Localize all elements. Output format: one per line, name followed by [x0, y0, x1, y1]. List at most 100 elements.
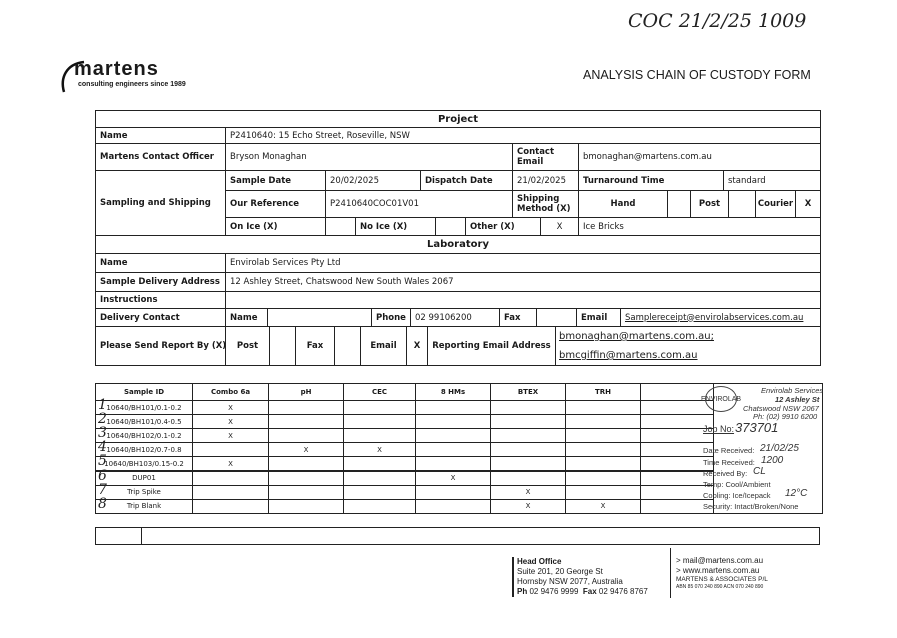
analysis-checkbox[interactable]: X — [343, 442, 416, 458]
analysis-checkbox[interactable]: X — [192, 428, 269, 444]
contact-name-field[interactable] — [267, 308, 372, 327]
dispatch-date-value[interactable]: 21/02/2025 — [512, 170, 579, 191]
our-reference-label: Our Reference — [225, 190, 326, 218]
analysis-checkbox[interactable] — [565, 484, 641, 500]
analysis-checkbox[interactable] — [268, 400, 344, 416]
report-fax-checkbox[interactable] — [334, 326, 361, 366]
report-email-checkbox[interactable]: X — [406, 326, 428, 366]
analysis-checkbox[interactable] — [268, 428, 344, 444]
analysis-checkbox[interactable] — [415, 456, 491, 472]
analysis-checkbox[interactable] — [565, 400, 641, 416]
analysis-checkbox[interactable] — [268, 484, 344, 500]
analysis-checkbox[interactable]: X — [192, 400, 269, 416]
analysis-checkbox[interactable] — [415, 400, 491, 416]
reporting-email-2[interactable]: bmcgiffin@martens.com.au — [559, 350, 698, 361]
office-line: Suite 201, 20 George St — [517, 567, 603, 576]
analysis-checkbox[interactable] — [490, 400, 566, 416]
analysis-checkbox[interactable] — [490, 442, 566, 458]
turnaround-value[interactable]: standard — [723, 170, 821, 191]
analysis-checkbox[interactable] — [415, 428, 491, 444]
analysis-checkbox[interactable] — [490, 414, 566, 430]
analysis-checkbox[interactable]: X — [268, 442, 344, 458]
analysis-checkbox[interactable]: X — [490, 484, 566, 500]
mail-link[interactable]: > mail@martens.com.au — [676, 556, 764, 565]
handwritten-coc-note: COC 21/2/25 1009 — [628, 10, 807, 32]
analysis-checkbox[interactable] — [565, 428, 641, 444]
analysis-checkbox[interactable] — [343, 498, 416, 514]
stamp-job-label: Job No: — [703, 424, 735, 434]
analysis-checkbox[interactable] — [415, 414, 491, 430]
analysis-checkbox[interactable] — [490, 428, 566, 444]
analysis-checkbox[interactable]: X — [192, 456, 269, 472]
phone-value[interactable]: 02 99106200 — [410, 308, 500, 327]
sampling-shipping-label: Sampling and Shipping — [95, 170, 226, 236]
analysis-checkbox[interactable]: X — [192, 414, 269, 430]
other-checkbox[interactable]: X — [540, 217, 579, 236]
analysis-checkbox[interactable] — [192, 470, 269, 486]
reporting-email-label: Reporting Email Address — [427, 326, 556, 366]
analysis-checkbox[interactable] — [343, 428, 416, 444]
analysis-checkbox[interactable] — [343, 456, 416, 472]
analysis-checkbox[interactable] — [490, 470, 566, 486]
signature-box[interactable] — [95, 527, 820, 545]
contact-email-value[interactable]: bmonaghan@martens.com.au — [578, 143, 821, 171]
contact-block: > mail@martens.com.au > www.martens.com.… — [670, 548, 768, 598]
analysis-checkbox[interactable] — [268, 456, 344, 472]
delivery-address-value[interactable]: 12 Ashley Street, Chatswood New South Wa… — [225, 272, 821, 292]
no-ice-checkbox[interactable] — [435, 217, 466, 236]
analysis-checkbox[interactable] — [192, 498, 269, 514]
abn-acn: ABN 85 070 240 890 ACN 070 240 890 — [676, 584, 764, 590]
logo-name: martens — [74, 58, 159, 80]
stamp-cooling-label: Cooling: Ice/Icepack — [703, 491, 771, 500]
analysis-checkbox[interactable]: X — [490, 498, 566, 514]
our-reference-value[interactable]: P2410640COC01V01 — [325, 190, 513, 218]
report-post-checkbox[interactable] — [269, 326, 296, 366]
reporting-email-1[interactable]: bmonaghan@martens.com.au; — [559, 331, 714, 342]
lab-email-value[interactable]: Samplereceipt@envirolabservices.com.au — [620, 308, 821, 327]
project-name-value[interactable]: P2410640: 15 Echo Street, Roseville, NSW — [225, 127, 821, 144]
analysis-checkbox[interactable] — [415, 442, 491, 458]
analysis-checkbox[interactable] — [343, 484, 416, 500]
courier-label: Courier — [755, 190, 796, 218]
analysis-checkbox[interactable] — [565, 414, 641, 430]
analysis-checkbox[interactable] — [415, 484, 491, 500]
analysis-checkbox[interactable] — [192, 442, 269, 458]
analysis-checkbox[interactable] — [343, 414, 416, 430]
post-checkbox[interactable] — [728, 190, 756, 218]
analysis-checkbox[interactable] — [343, 400, 416, 416]
no-ice-label: No Ice (X) — [355, 217, 436, 236]
sample-date-value[interactable]: 20/02/2025 — [325, 170, 421, 191]
company-name: MARTENS & ASSOCIATES P/L — [676, 576, 768, 583]
analysis-checkbox[interactable] — [343, 470, 416, 486]
handwritten-row-number: 3 — [98, 425, 107, 442]
other-detail-value[interactable]: Ice Bricks — [578, 217, 821, 236]
web-link[interactable]: > www.martens.com.au — [676, 566, 760, 575]
analysis-checkbox[interactable] — [268, 498, 344, 514]
analysis-checkbox[interactable]: X — [565, 498, 641, 514]
analysis-checkbox[interactable] — [268, 470, 344, 486]
email-label: Email — [576, 308, 621, 327]
instructions-field[interactable] — [225, 291, 821, 309]
analysis-checkbox[interactable] — [565, 442, 641, 458]
laboratory-heading: Laboratory — [95, 235, 821, 254]
envirolab-stamp-logo — [705, 386, 737, 412]
analysis-checkbox[interactable] — [268, 414, 344, 430]
project-heading: Project — [95, 110, 821, 128]
analysis-checkbox[interactable] — [490, 456, 566, 472]
logo-swoosh-icon — [61, 60, 85, 93]
stamp-street: 12 Ashley St — [775, 395, 820, 404]
lab-name-value[interactable]: Envirolab Services Pty Ltd — [225, 253, 821, 273]
analysis-checkbox[interactable] — [192, 484, 269, 500]
head-office-heading: Head Office — [517, 557, 562, 566]
analysis-checkbox[interactable]: X — [415, 470, 491, 486]
contact-officer-value[interactable]: Bryson Monaghan — [225, 143, 513, 171]
hand-checkbox[interactable] — [667, 190, 691, 218]
fax-field[interactable] — [536, 308, 577, 327]
other-label: Other (X) — [465, 217, 541, 236]
analysis-checkbox[interactable] — [565, 456, 641, 472]
on-ice-checkbox[interactable] — [325, 217, 356, 236]
analysis-checkbox[interactable] — [565, 470, 641, 486]
analysis-checkbox[interactable] — [415, 498, 491, 514]
courier-checkbox[interactable]: X — [795, 190, 821, 218]
analysis-checkbox[interactable] — [640, 498, 714, 514]
